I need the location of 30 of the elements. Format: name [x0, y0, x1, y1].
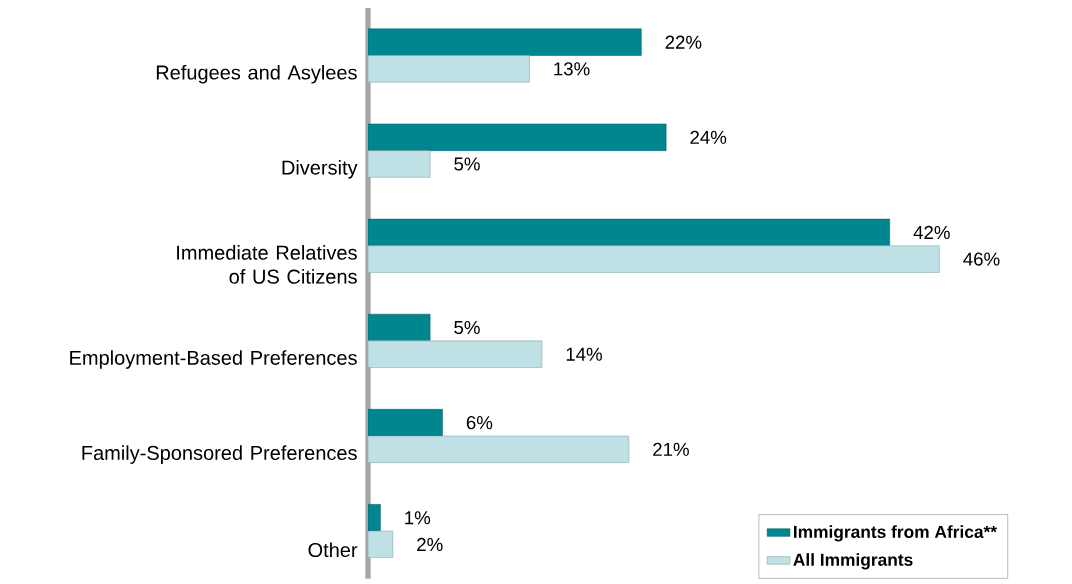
bar	[368, 409, 443, 437]
bar	[368, 435, 630, 463]
bar	[368, 28, 642, 56]
bar	[368, 55, 530, 83]
bar	[368, 123, 667, 151]
y-tick-label: Family-Sponsored Preferences	[82, 445, 357, 464]
data-label: 42%	[913, 225, 950, 239]
bar	[368, 218, 890, 247]
y-tick-label: Other	[308, 542, 358, 558]
y-tick-label: Refugees and Asylees	[156, 64, 357, 84]
data-label: 46%	[963, 252, 1000, 266]
y-tick-label: Immediate Relatives of US Citizens	[177, 245, 357, 284]
data-label: 6%	[466, 416, 493, 430]
data-label: 1%	[405, 511, 431, 525]
bar	[368, 245, 940, 273]
data-label: 21%	[653, 442, 689, 456]
y-tick-label: Employment-Based Preferences	[70, 350, 357, 369]
data-label: 5%	[454, 157, 480, 171]
data-label: 13%	[554, 62, 590, 76]
legend-label: Immigrants from Africa**	[794, 525, 998, 542]
bar	[368, 150, 431, 178]
legend-label: All Immigrants	[793, 553, 913, 570]
bar	[368, 313, 431, 342]
data-label: 2%	[417, 537, 443, 551]
data-label: 22%	[665, 35, 702, 49]
bar	[368, 340, 543, 368]
data-label: 24%	[690, 130, 727, 144]
data-label: 5%	[454, 320, 480, 335]
y-tick-label: Diversity	[282, 160, 358, 179]
data-label: 14%	[566, 347, 602, 361]
